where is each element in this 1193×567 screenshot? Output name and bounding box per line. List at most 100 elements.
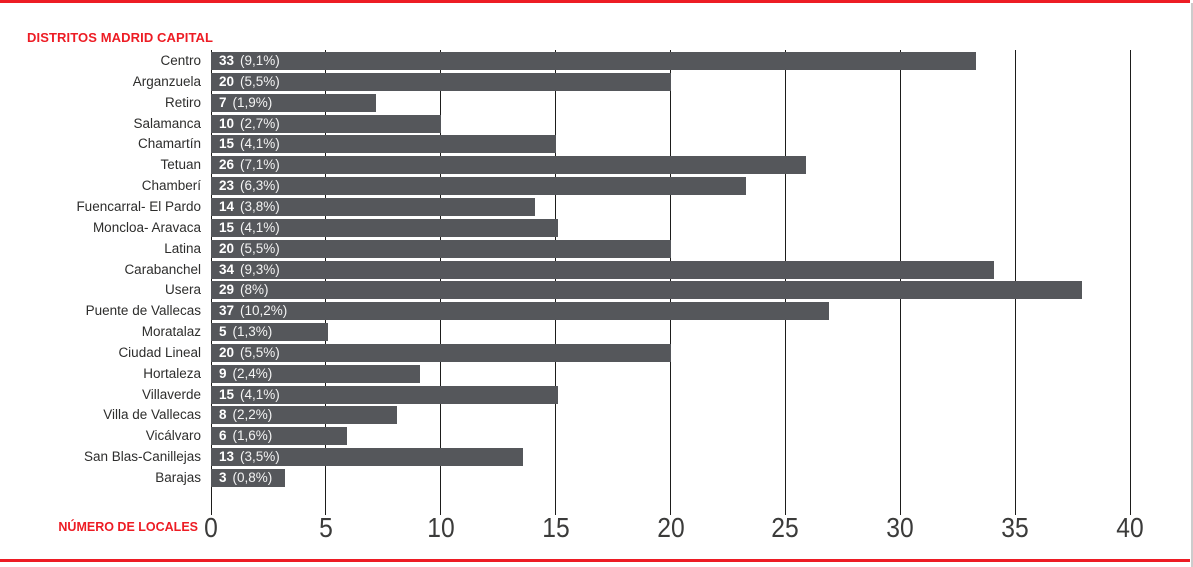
bar-percent-label: (0,8%) [232,470,273,485]
bar-value-label: 14 [219,198,235,214]
bar-value-label: 37 [219,303,235,319]
x-axis-tick-labels: 0 5 10 15 20 25 30 35 40 [0,514,1193,546]
district-label: Chamartín [137,136,201,152]
bar-value-label: 7 [219,94,227,110]
bar: 6 (1,6%) [211,427,347,446]
bar-percent-label: (9,1%) [240,53,280,68]
bar-value-label: 20 [219,240,235,256]
bar-value-label: 13 [219,449,235,465]
x-tick-label: 30 [886,512,914,543]
bar: 34 (9,3%) [211,260,995,279]
bar-value-label: 15 [219,136,235,152]
bar-value-label: 23 [219,178,235,194]
bar: 14 (3,8%) [211,197,535,216]
bar-percent-label: (2,2%) [232,407,273,423]
bar: 23 (6,3%) [211,177,747,196]
bar: 5 (1,3%) [211,323,329,342]
bar-percent-label: (4,1%) [240,136,280,152]
bar: 15 (4,1%) [211,385,558,404]
chart-title: DISTRITOS MADRID CAPITAL [27,30,214,45]
bar-value-label: 3 [219,470,227,485]
district-label: Puente de Vallecas [85,303,201,319]
x-tick-label: 15 [541,512,570,543]
x-tick-label: 0 [204,512,218,543]
bar-value-label: 6 [219,428,227,444]
page-right-edge [1191,3,1193,567]
bar: 3 (0,8%) [211,469,285,487]
bar-percent-label: (5,5%) [240,240,280,256]
x-tick-label: 5 [319,512,333,543]
district-label: Villaverde [141,386,201,402]
district-label: Chamberí [141,178,201,194]
bar-percent-label: (4,1%) [240,219,280,235]
bar-percent-label: (9,3%) [240,261,280,277]
district-label: Villa de Vallecas [103,407,201,423]
district-label: Hortaleza [143,365,201,381]
bar-percent-label: (10,2%) [240,303,288,319]
bar-percent-label: (2,7%) [240,115,280,131]
district-label: Latina [164,240,201,256]
district-label: Centro [160,53,201,68]
bar: 29 (8%) [211,281,1082,300]
x-tick-label: 10 [427,512,455,543]
bar-value-label: 15 [219,219,235,235]
bar-percent-label: (3,8%) [240,198,280,214]
district-label: Ciudad Lineal [118,344,201,360]
bar-percent-label: (6,3%) [240,178,280,194]
bar-percent-label: (2,4%) [232,365,273,381]
bar: 15 (4,1%) [211,218,558,237]
bar: 13 (3,5%) [211,448,524,467]
bar-percent-label: (7,1%) [240,157,280,173]
bar: 10 (2,7%) [211,114,441,133]
bar-value-label: 29 [219,282,235,298]
x-axis-title: NÚMERO DE LOCALES [58,520,198,534]
bar-percent-label: (1,3%) [232,324,273,340]
bar-percent-label: (5,5%) [240,73,280,89]
bar-percent-label: (3,5%) [240,449,280,465]
bar-value-label: 10 [219,115,235,131]
bar-percent-label: (1,9%) [232,94,273,110]
district-label: Carabanchel [124,261,201,277]
bar: 15 (4,1%) [211,135,556,154]
bar-value-label: 26 [219,157,235,173]
bar: 20 (5,5%) [211,239,671,258]
district-label: Fuencarral- El Pardo [76,198,201,214]
district-label: Retiro [164,94,201,110]
bar: 37 (10,2%) [211,302,830,321]
bar-chart: Centro 33 (9,1%) Arganzuela 20 (5,5%) Retiro 7 (… [0,50,1193,515]
bar: 20 (5,5%) [211,72,671,91]
bar-value-label: 20 [219,73,235,89]
bar: 26 (7,1%) [211,156,807,175]
bar: 8 (2,2%) [211,406,398,425]
bar: 9 (2,4%) [211,364,421,383]
bar-percent-label: (8%) [240,282,269,298]
bar-value-label: 33 [219,53,235,68]
x-tick-label: 25 [771,512,800,543]
bar-value-label: 9 [219,365,227,381]
bar-percent-label: (5,5%) [240,344,280,360]
bar-value-label: 8 [219,407,227,423]
district-label: Moncloa- Aravaca [92,219,201,235]
district-label: Tetuan [160,157,201,173]
bar-value-label: 5 [219,324,227,340]
district-label: Usera [164,282,201,298]
bar-percent-label: (4,1%) [240,386,280,402]
district-label: Barajas [155,470,201,485]
gridline [1129,50,1131,515]
bottom-red-rule [0,559,1190,562]
district-label: Moratalaz [141,324,201,340]
x-tick-label: 35 [1001,512,1029,543]
bar-percent-label: (1,6%) [232,428,273,444]
bar-value-label: 15 [219,386,235,402]
x-tick-label: 20 [656,512,685,543]
bar: 7 (1,9%) [211,93,377,112]
top-red-rule [0,0,1190,3]
bar-value-label: 34 [219,261,235,277]
x-tick-label: 40 [1116,512,1144,543]
district-label: Vicálvaro [145,428,201,444]
bar: 20 (5,5%) [211,343,671,362]
district-label: San Blas-Canillejas [83,449,201,465]
bar: 33 (9,1%) [211,52,977,70]
district-label: Salamanca [133,115,201,131]
